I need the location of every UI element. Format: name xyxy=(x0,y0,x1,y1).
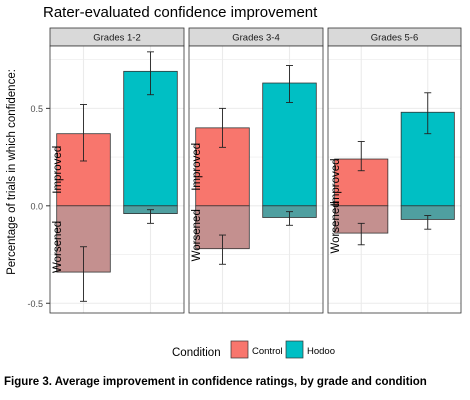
facet-strip-label: Grades 5-6 xyxy=(371,33,419,44)
panel-border xyxy=(327,45,462,314)
y-tick-label-0-5: 0.5 xyxy=(30,104,43,114)
y-axis-label: Percentage of trials in which confidence… xyxy=(6,69,18,275)
legend-key-control xyxy=(230,340,249,359)
figure-caption: Figure 3. Average improvement in confide… xyxy=(4,376,427,388)
panel-border xyxy=(49,45,185,314)
worsened-region-label: Worsened xyxy=(330,201,342,253)
y-axis-ticks: -0.5 0.0 0.5 xyxy=(27,104,50,309)
legend: Condition Control Hodoo xyxy=(172,340,335,359)
y-tick-label-0-5: -0.5 xyxy=(27,299,43,309)
facet-strip-label: Grades 3-4 xyxy=(232,33,280,44)
facet-grades-1-2: Grades 1-2 Improved Worsened xyxy=(49,27,185,314)
improved-region-label: Improved xyxy=(191,143,203,191)
improved-region-label: Improved xyxy=(52,146,64,194)
improved-region-label: Improved xyxy=(330,158,342,206)
legend-title: Condition xyxy=(172,347,221,359)
legend-key-hodoo xyxy=(285,340,304,359)
bar-improved-hodoo xyxy=(262,82,317,207)
worsened-region-label: Worsened xyxy=(191,209,203,261)
facet-grades-3-4: Grades 3-4 Improved Worsened xyxy=(188,27,324,314)
y-tick-label-0-0: 0.0 xyxy=(30,201,43,211)
facet-strip-label: Grades 1-2 xyxy=(93,33,141,44)
faceted-bar-chart: Rater-evaluated confidence improvement P… xyxy=(6,4,462,359)
panel-border xyxy=(188,45,324,314)
worsened-region-label: Worsened xyxy=(52,221,64,273)
chart-title: Rater-evaluated confidence improvement xyxy=(43,4,318,21)
legend-label-hodoo: Hodoo xyxy=(307,346,335,357)
legend-label-control: Control xyxy=(252,346,283,357)
